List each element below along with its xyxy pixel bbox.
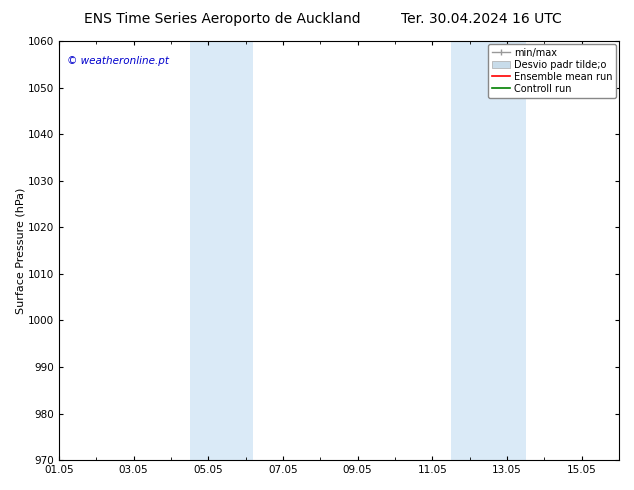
Legend: min/max, Desvio padr tilde;o, Ensemble mean run, Controll run: min/max, Desvio padr tilde;o, Ensemble m… (488, 44, 616, 98)
Y-axis label: Surface Pressure (hPa): Surface Pressure (hPa) (15, 187, 25, 314)
Text: © weatheronline.pt: © weatheronline.pt (67, 56, 169, 66)
Text: Ter. 30.04.2024 16 UTC: Ter. 30.04.2024 16 UTC (401, 12, 562, 26)
Text: ENS Time Series Aeroporto de Auckland: ENS Time Series Aeroporto de Auckland (84, 12, 360, 26)
Bar (190, 41, 253, 460)
Bar (451, 41, 526, 460)
